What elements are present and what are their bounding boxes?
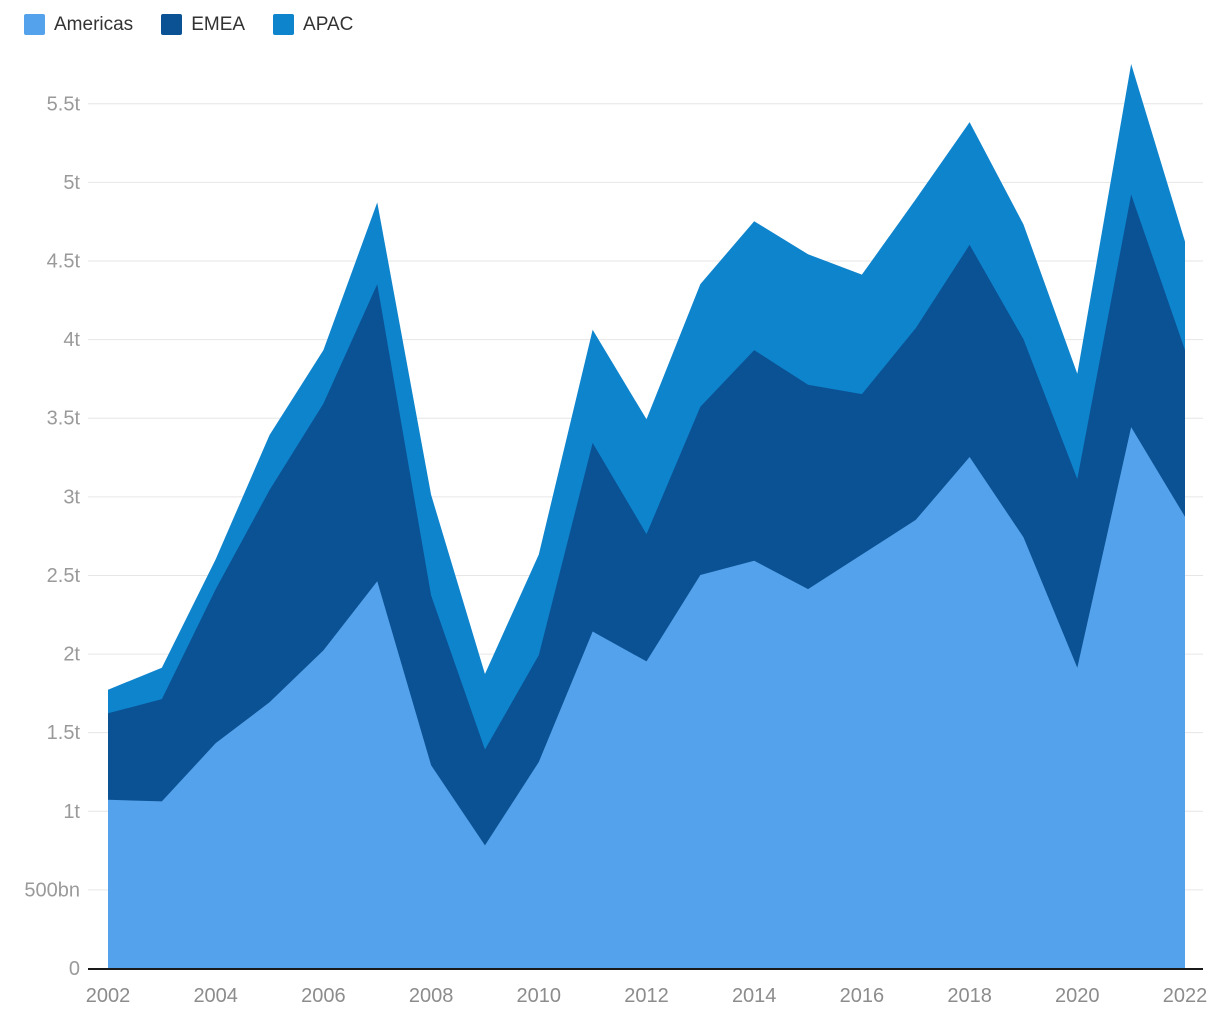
x-axis-tick-label: 2008	[409, 985, 454, 1007]
x-axis-tick-label: 2004	[193, 985, 238, 1007]
legend-label: Americas	[54, 14, 134, 35]
legend-swatch-icon	[161, 14, 183, 35]
legend-item-emea[interactable]: EMEA	[161, 14, 245, 35]
x-axis-tick-label: 2022	[1163, 985, 1208, 1007]
y-axis-tick-label: 2.5t	[47, 565, 81, 587]
legend-item-apac[interactable]: APAC	[273, 14, 353, 35]
y-axis-tick-label: 3.5t	[47, 408, 81, 430]
legend-item-americas[interactable]: Americas	[24, 14, 133, 35]
y-axis-tick-label: 4t	[63, 329, 80, 351]
y-axis-tick-label: 2t	[63, 644, 80, 666]
legend-swatch-icon	[273, 14, 295, 35]
y-axis-tick-label: 4.5t	[47, 251, 81, 273]
y-axis-tick-label: 5.5t	[47, 93, 81, 115]
x-axis-tick-label: 2012	[624, 985, 669, 1007]
y-axis-tick-label: 0	[69, 958, 80, 980]
x-axis-tick-label: 2018	[947, 985, 992, 1007]
y-axis-tick-label: 1t	[63, 801, 80, 823]
x-axis-tick-label: 2006	[301, 985, 346, 1007]
area-series-americas	[108, 427, 1185, 968]
y-axis-tick-label: 1.5t	[47, 722, 81, 744]
x-axis-tick-label: 2014	[732, 985, 777, 1007]
legend-swatch-icon	[24, 14, 45, 35]
chart-legend: Americas EMEA APAC	[24, 14, 353, 35]
legend-label: APAC	[303, 14, 354, 35]
y-axis-tick-label: 5t	[63, 172, 80, 194]
x-axis-tick-label: 2010	[517, 985, 562, 1007]
x-axis-tick-label: 2016	[840, 985, 885, 1007]
x-axis-tick-label: 2002	[86, 985, 131, 1007]
y-axis-tick-label: 3t	[63, 486, 80, 508]
legend-label: EMEA	[191, 14, 246, 35]
y-axis-tick-label: 500bn	[24, 879, 80, 901]
x-axis-tick-label: 2020	[1055, 985, 1100, 1007]
